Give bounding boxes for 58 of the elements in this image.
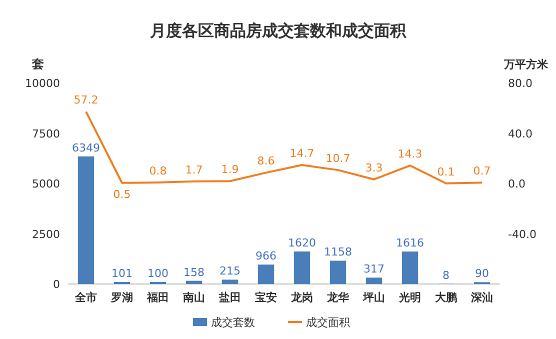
data-label: 0.7 [473, 164, 491, 178]
data-label: 1616 [396, 236, 424, 250]
y2-tick-label: -40.0 [508, 228, 536, 241]
x-tick-label: 龙岗 [290, 291, 313, 304]
x-tick-label: 光明 [398, 291, 421, 304]
bar [366, 278, 382, 284]
data-label: 57.2 [74, 94, 98, 107]
y-tick-label: 2500 [32, 228, 60, 241]
data-label: 8.6 [257, 154, 275, 168]
data-label: 14.3 [398, 148, 422, 161]
y-axis-title: 套 [31, 57, 44, 71]
x-tick-label: 龙华 [326, 291, 350, 304]
data-label: 100 [148, 266, 168, 280]
data-label: 966 [256, 250, 276, 263]
bar [186, 280, 202, 284]
data-label: 215 [220, 264, 240, 278]
data-label: 8 [442, 268, 450, 282]
chart-title: 月度各区商品房成交套数和成交面积 [149, 21, 407, 40]
data-label: 1.7 [185, 163, 203, 176]
data-label: 317 [364, 262, 384, 276]
x-tick-label: 罗湖 [110, 291, 133, 304]
data-label: 101 [112, 266, 132, 280]
data-label: 0.1 [437, 165, 455, 178]
bar [330, 260, 346, 284]
data-label: 6349 [72, 141, 100, 154]
legend-label: 成交面积 [306, 316, 350, 329]
data-label: 14.7 [290, 147, 314, 160]
x-tick-label: 福田 [146, 291, 169, 304]
x-tick-label: 宝安 [255, 291, 277, 304]
data-label: 1620 [288, 236, 316, 250]
data-label: 10.7 [326, 152, 350, 166]
data-label: 1.9 [221, 163, 239, 176]
x-tick-label: 全市 [74, 291, 97, 304]
bar [222, 280, 238, 284]
bar [402, 252, 418, 284]
bar [294, 251, 310, 284]
bar [258, 264, 274, 284]
data-label: 0.5 [113, 188, 131, 201]
y2-tick-label: 80.0 [508, 77, 532, 90]
x-tick-label: 坪山 [362, 291, 385, 304]
x-tick-label: 盐田 [218, 291, 241, 304]
bar [78, 156, 94, 284]
data-label: 0.8 [149, 164, 167, 178]
y2-tick-label: 40.0 [508, 127, 532, 140]
y-tick-label: 7500 [32, 127, 60, 140]
data-label: 3.3 [365, 161, 383, 174]
y2-axis-title: 万平方米 [503, 58, 549, 71]
data-label: 90 [475, 267, 489, 280]
y-tick-label: 10000 [25, 77, 60, 90]
data-label: 1158 [324, 246, 352, 259]
x-tick-label: 南山 [182, 291, 205, 304]
x-tick-label: 深汕 [470, 291, 493, 304]
y-tick-label: 5000 [32, 178, 60, 190]
legend-label: 成交套数 [211, 316, 255, 329]
y2-tick-label: 0.0 [508, 178, 526, 190]
x-tick-label: 大鹏 [435, 291, 457, 304]
data-label: 158 [184, 266, 204, 279]
y-tick-label: 0 [53, 278, 60, 291]
